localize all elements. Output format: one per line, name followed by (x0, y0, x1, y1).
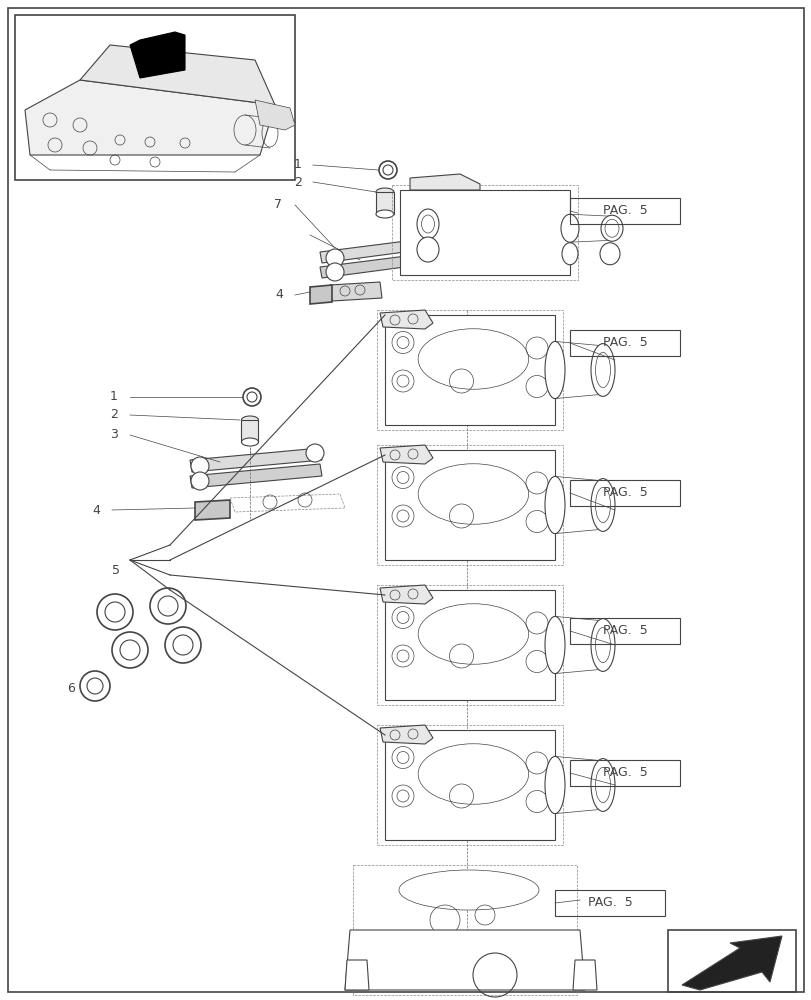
Bar (241, 420, 258, 442)
Ellipse shape (375, 188, 393, 196)
Text: 2: 2 (294, 176, 302, 188)
Polygon shape (25, 80, 275, 155)
Ellipse shape (544, 616, 564, 674)
Circle shape (325, 263, 344, 281)
Polygon shape (380, 725, 432, 744)
Text: 1: 1 (110, 390, 118, 403)
Ellipse shape (398, 870, 539, 910)
Ellipse shape (544, 756, 564, 814)
Circle shape (413, 235, 431, 253)
Text: 7: 7 (273, 198, 281, 212)
Bar (569, 618, 679, 644)
Polygon shape (345, 930, 584, 990)
Ellipse shape (561, 243, 577, 265)
Polygon shape (190, 448, 322, 472)
Bar (384, 730, 554, 840)
Polygon shape (410, 174, 479, 190)
Ellipse shape (417, 209, 439, 239)
Ellipse shape (418, 744, 528, 804)
Polygon shape (329, 282, 381, 301)
Polygon shape (320, 253, 435, 278)
Text: 3: 3 (110, 428, 118, 442)
Ellipse shape (241, 438, 258, 446)
Bar (15, 15, 294, 180)
Circle shape (191, 457, 208, 475)
Polygon shape (345, 960, 368, 990)
Bar (384, 450, 554, 560)
Text: PAG.  5: PAG. 5 (602, 336, 646, 350)
Bar (554, 890, 664, 916)
Bar (569, 330, 679, 356)
Polygon shape (681, 936, 781, 990)
Ellipse shape (241, 416, 258, 424)
Ellipse shape (590, 619, 614, 671)
Polygon shape (80, 45, 275, 105)
Polygon shape (380, 445, 432, 464)
Text: 6: 6 (67, 682, 75, 694)
Bar (384, 590, 554, 700)
Polygon shape (380, 310, 432, 329)
Polygon shape (130, 32, 185, 78)
Text: PAG.  5: PAG. 5 (602, 205, 646, 218)
Polygon shape (320, 238, 435, 263)
Ellipse shape (590, 479, 614, 531)
Ellipse shape (418, 329, 528, 389)
Circle shape (191, 472, 208, 490)
Text: 4: 4 (275, 288, 283, 302)
Bar (569, 198, 679, 224)
Polygon shape (190, 464, 322, 488)
Ellipse shape (544, 476, 564, 534)
Polygon shape (310, 285, 332, 304)
Ellipse shape (418, 464, 528, 524)
Ellipse shape (600, 215, 622, 241)
Text: 4: 4 (92, 504, 100, 516)
Text: PAG.  5: PAG. 5 (602, 766, 646, 780)
Ellipse shape (560, 214, 578, 242)
Text: 5: 5 (112, 564, 120, 576)
Bar (569, 760, 679, 786)
Ellipse shape (418, 604, 528, 664)
Text: 2: 2 (110, 408, 118, 422)
Circle shape (306, 444, 324, 462)
Text: PAG.  5: PAG. 5 (587, 896, 632, 910)
Bar (400, 190, 569, 275)
Ellipse shape (599, 243, 620, 265)
Bar (375, 192, 393, 214)
Ellipse shape (590, 344, 614, 396)
Ellipse shape (375, 210, 393, 218)
Text: PAG.  5: PAG. 5 (602, 624, 646, 638)
Text: 1: 1 (294, 158, 302, 172)
Ellipse shape (544, 341, 564, 399)
Polygon shape (255, 100, 294, 130)
Bar (569, 480, 679, 506)
Bar (667, 930, 795, 992)
Text: PAG.  5: PAG. 5 (602, 487, 646, 499)
Polygon shape (573, 960, 596, 990)
Ellipse shape (590, 759, 614, 811)
Polygon shape (195, 500, 230, 520)
Bar (384, 315, 554, 425)
Circle shape (325, 249, 344, 267)
Polygon shape (380, 585, 432, 604)
Ellipse shape (417, 237, 439, 262)
